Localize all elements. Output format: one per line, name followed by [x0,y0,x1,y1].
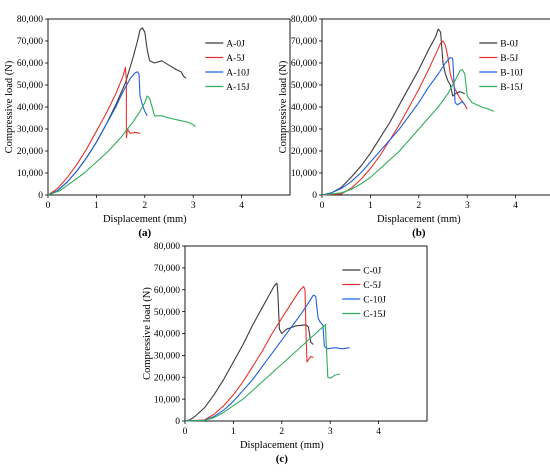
y-tick-label: 60,000 [291,59,317,69]
series-line-a-5j [47,66,141,196]
y-tick-label: 50,000 [17,81,43,91]
y-tick-label: 50,000 [291,81,317,91]
series-line-c-10j [184,294,350,422]
y-tick-label: 60,000 [154,286,180,296]
y-tick-label: 20,000 [291,147,317,157]
x-tick-label: 3 [465,201,470,211]
y-tick-label: 30,000 [291,125,317,135]
legend-label: C-5J [363,281,381,291]
y-tick-label: 0 [312,191,317,201]
y-tick-label: 70,000 [154,264,180,274]
series-line-b-5j [321,40,468,196]
x-tick-label: 2 [142,201,147,211]
y-tick-label: 70,000 [291,37,317,47]
y-tick-label: 60,000 [17,59,43,69]
series-line-c-15j [184,324,341,422]
y-axis-label: Compressive load (N) [278,60,289,153]
legend-label: B-10J [500,68,523,78]
panel-label: (a) [138,227,151,239]
y-axis-label: Compressive load (N) [4,60,15,153]
y-tick-label: 80,000 [17,15,43,25]
x-axis-label: Displacement (mm) [103,214,187,225]
y-tick-label: 80,000 [154,242,180,252]
y-tick-label: 50,000 [154,308,180,318]
panel-label: (b) [412,227,426,239]
x-tick-label: 3 [191,201,196,211]
legend-label: C-0J [363,266,381,276]
series-line-a-15j [47,95,196,196]
legend-label: B-0J [500,39,518,49]
legend-label: A-15J [226,83,250,93]
y-tick-label: 40,000 [17,103,43,113]
y-tick-label: 70,000 [17,37,43,47]
y-tick-label: 20,000 [154,373,180,383]
series-line-c-0j [184,282,314,422]
series-line-b-0j [321,28,466,196]
y-tick-label: 10,000 [291,169,317,179]
plot-frame [47,18,291,196]
y-tick-label: 40,000 [291,103,317,113]
x-tick-label: 2 [279,427,284,437]
chart-panel-2: 0 1 2 3 4 0 10,000 20,000 30,000 40,000 50,000 60,0… [278,15,550,239]
x-tick-label: 1 [94,201,99,211]
x-tick-label: 3 [328,427,333,437]
chart-panel-1: 0 1 2 3 4 0 10,000 20,000 30,000 40,000 50,000 60,0… [4,15,291,239]
legend-label: C-10J [363,295,386,305]
legend-label: A-10J [226,68,250,78]
chart-panel-3: 0 1 2 3 4 0 10,000 20,000 30,000 40,000 50,000 60,0… [142,242,428,465]
legend-label: A-5J [226,54,245,64]
y-tick-label: 0 [175,417,180,427]
legend-label: A-0J [226,39,245,49]
panel-label: (c) [276,453,289,465]
y-tick-label: 10,000 [154,395,180,405]
series-line-a-10j [47,71,148,196]
x-tick-label: 0 [183,427,188,437]
series-line-a-0j [47,27,187,196]
legend-label: B-5J [500,54,518,64]
y-tick-label: 0 [38,191,43,201]
y-tick-label: 80,000 [291,15,317,25]
x-tick-label: 4 [376,427,381,437]
y-tick-label: 30,000 [154,352,180,362]
y-tick-label: 40,000 [154,330,180,340]
x-tick-label: 1 [368,201,373,211]
x-tick-label: 4 [513,201,518,211]
x-tick-label: 4 [239,201,244,211]
y-tick-label: 10,000 [17,169,43,179]
legend-label: B-15J [500,83,523,93]
y-tick-label: 20,000 [17,147,43,157]
x-tick-label: 0 [46,201,51,211]
series-line-c-5j [184,285,314,422]
x-tick-label: 0 [320,201,325,211]
x-axis-label: Displacement (mm) [240,440,324,451]
x-axis-label: Displacement (mm) [377,214,461,225]
series-line-b-15j [321,69,495,196]
y-axis-label: Compressive load (N) [142,287,153,380]
x-tick-label: 2 [416,201,421,211]
series-line-b-10j [321,56,466,196]
x-tick-label: 1 [231,427,236,437]
y-tick-label: 30,000 [17,125,43,135]
legend-label: C-15J [363,310,386,320]
